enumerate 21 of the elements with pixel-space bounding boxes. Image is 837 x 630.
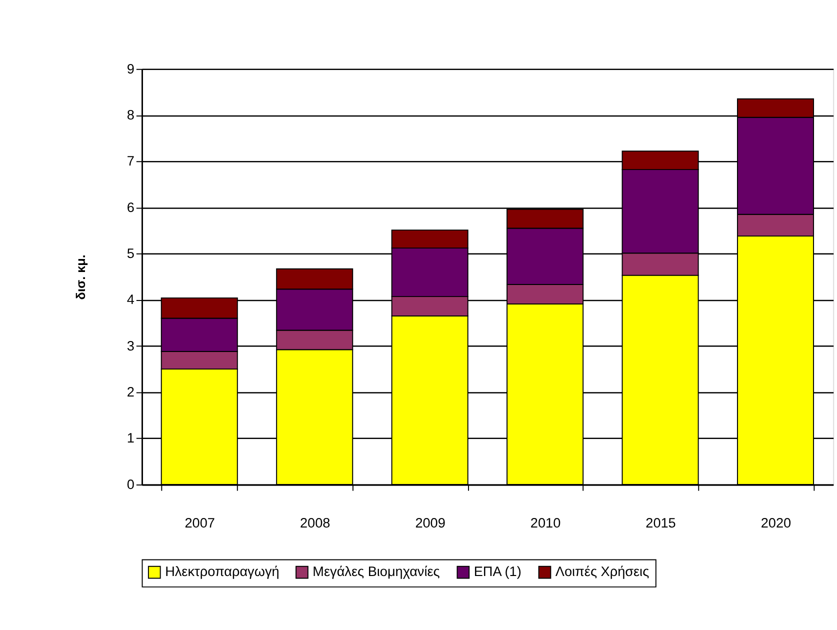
y-axis-title: δισ. κμ. xyxy=(74,254,88,300)
x-tick-label: 2010 xyxy=(530,516,562,531)
y-tick-label: 9 xyxy=(126,61,134,76)
x-tick-label: 2007 xyxy=(184,516,215,531)
y-tick-label: 0 xyxy=(126,476,135,492)
y-tick-label: 8 xyxy=(126,107,134,122)
legend-label: Λοιπές Χρήσεις xyxy=(555,564,650,580)
y-tick-label: 6 xyxy=(126,200,134,215)
x-tick-label: 2008 xyxy=(300,516,330,531)
y-tick-label: 2 xyxy=(126,384,134,400)
y-tick-label: 3 xyxy=(126,338,134,354)
legend-label: Ηλεκτροπαραγωγή xyxy=(165,564,280,580)
y-tick-label: 7 xyxy=(126,154,134,169)
x-tick-label: 2009 xyxy=(415,516,446,531)
y-tick-label: 4 xyxy=(126,292,135,308)
y-tick-label: 5 xyxy=(126,246,134,261)
y-tick-label: 1 xyxy=(126,430,134,446)
x-tick-label: 2015 xyxy=(646,516,676,531)
legend-label: ΕΠΑ (1) xyxy=(474,564,522,580)
legend-label: Μεγάλες Βιομηχανίες xyxy=(312,564,440,580)
x-tick-label: 2020 xyxy=(760,516,792,531)
